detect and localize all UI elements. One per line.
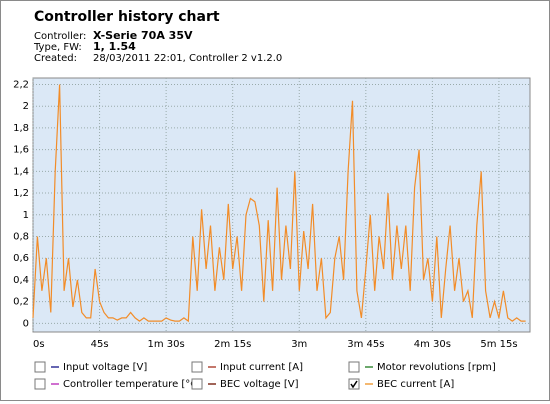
y-tick-label: 2 [23,101,29,112]
x-tick-label: 0s [33,339,45,350]
x-tick-label: 1m 30s [148,339,185,350]
legend-label: Controller temperature [°C] [63,379,201,390]
checkmark [350,380,358,389]
y-tick-label: 0,6 [13,253,29,264]
legend-label: Motor revolutions [rpm] [377,362,496,373]
info-label: Controller: [34,31,86,42]
info-label: Type, FW: [33,42,82,53]
y-tick-label: 1,8 [13,123,29,134]
legend-label: BEC voltage [V] [220,379,299,390]
chart-title: Controller history chart [34,9,220,25]
legend-label: Input voltage [V] [63,362,147,373]
y-tick-label: 0,2 [13,297,29,308]
x-tick-label: 45s [91,339,109,350]
y-tick-label: 1 [23,210,29,221]
y-tick-label: 2,2 [13,80,29,91]
x-tick-label: 3m 45s [347,339,384,350]
info-value: 1, 1.54 [93,40,136,53]
y-tick-label: 0,8 [13,231,29,242]
x-tick-label: 3m [291,339,307,350]
checkbox[interactable] [34,378,46,390]
y-tick-label: 1,2 [13,188,29,199]
checkbox[interactable] [34,361,46,373]
x-tick-label: 4m 30s [414,339,451,350]
legend-label: BEC current [A] [377,379,454,390]
checkbox[interactable] [348,361,360,373]
data-line [32,84,526,323]
x-tick-label: 5m 15s [480,339,517,350]
info-value: X-Serie 70A 35V [93,29,193,42]
x-tick-label: 2m 15s [214,339,251,350]
y-tick-label: 0 [23,318,29,329]
checkbox[interactable] [191,361,203,373]
y-tick-label: 1,6 [13,145,29,156]
info-value: 28/03/2011 22:01, Controller 2 v1.2.0 [93,53,282,64]
y-tick-label: 0,4 [13,275,29,286]
info-label: Created: [34,53,77,64]
checkbox[interactable] [348,378,360,390]
checkbox[interactable] [191,378,203,390]
plot-area [32,77,531,333]
legend-label: Input current [A] [220,362,303,373]
y-tick-label: 1,4 [13,166,29,177]
